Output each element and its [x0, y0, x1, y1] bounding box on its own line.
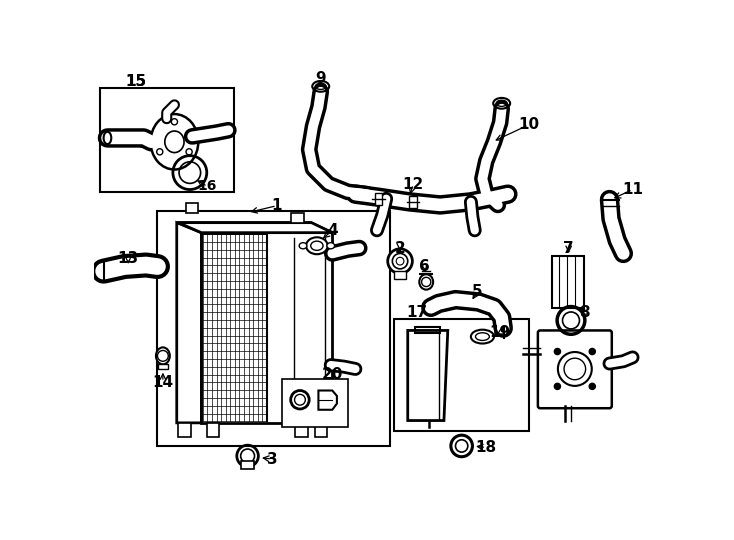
Circle shape — [589, 348, 595, 355]
Ellipse shape — [156, 347, 170, 365]
Polygon shape — [177, 222, 201, 423]
Bar — [207, 423, 219, 437]
Bar — [283, 379, 348, 427]
Text: 4: 4 — [327, 223, 338, 238]
Ellipse shape — [306, 237, 327, 254]
Text: 2: 2 — [395, 240, 405, 255]
Polygon shape — [178, 222, 333, 233]
Circle shape — [589, 383, 595, 389]
Bar — [178, 423, 191, 437]
Ellipse shape — [150, 114, 198, 170]
Bar — [394, 319, 528, 430]
Bar — [374, 193, 382, 205]
Text: 1: 1 — [272, 198, 282, 213]
Bar — [315, 423, 327, 437]
Bar — [267, 234, 331, 421]
Text: 5: 5 — [472, 285, 482, 300]
Ellipse shape — [299, 242, 307, 249]
Bar — [158, 211, 390, 446]
Bar — [159, 364, 167, 369]
Bar — [241, 461, 254, 469]
Bar — [186, 204, 198, 213]
Text: 17: 17 — [407, 305, 427, 320]
Bar — [295, 423, 308, 437]
Polygon shape — [177, 222, 333, 233]
Polygon shape — [201, 233, 333, 423]
Text: 13: 13 — [117, 251, 139, 266]
Circle shape — [388, 249, 413, 273]
Ellipse shape — [471, 330, 494, 343]
Circle shape — [554, 348, 561, 355]
Bar — [410, 195, 417, 208]
Text: 14: 14 — [153, 375, 173, 389]
Text: 19: 19 — [490, 325, 511, 340]
Bar — [394, 271, 406, 279]
Text: 7: 7 — [564, 240, 574, 255]
Text: 10: 10 — [518, 117, 539, 132]
Circle shape — [554, 383, 561, 389]
Text: 9: 9 — [316, 71, 326, 86]
Text: 11: 11 — [622, 182, 643, 197]
Ellipse shape — [419, 274, 433, 289]
Text: 8: 8 — [580, 305, 590, 320]
Text: 16: 16 — [198, 179, 217, 193]
Text: 6: 6 — [419, 259, 430, 274]
Bar — [552, 256, 584, 308]
FancyBboxPatch shape — [538, 330, 612, 408]
Text: 3: 3 — [267, 451, 277, 467]
Bar — [100, 88, 234, 192]
Bar — [291, 213, 304, 222]
Text: 15: 15 — [126, 74, 147, 89]
Ellipse shape — [327, 242, 335, 249]
Text: 18: 18 — [476, 440, 497, 455]
Text: 12: 12 — [402, 177, 424, 192]
Text: 15: 15 — [126, 74, 147, 89]
Text: 20: 20 — [321, 367, 343, 382]
